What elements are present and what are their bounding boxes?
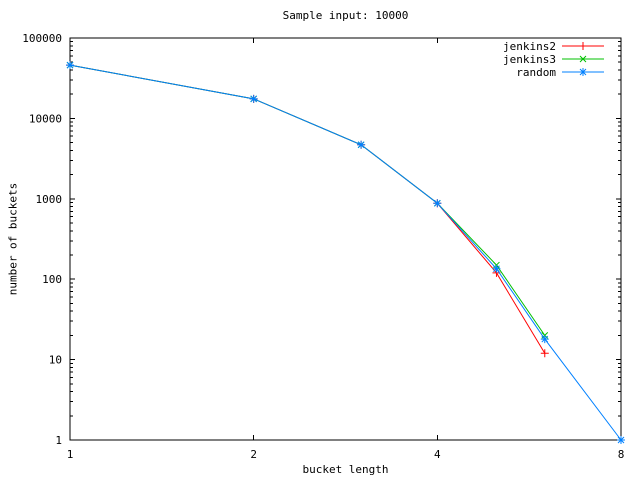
data-point-marker-random: [249, 94, 258, 103]
x-tick-label: 8: [618, 448, 625, 461]
y-tick-label: 100000: [22, 32, 62, 45]
x-tick-label: 4: [434, 448, 441, 461]
data-point-marker-jenkins2: [540, 349, 549, 358]
data-point-marker-random: [617, 436, 625, 444]
series-line-random: [69, 64, 622, 441]
legend-marker-jenkins2: [579, 42, 587, 50]
data-point-marker-random: [492, 264, 501, 273]
legend-marker-random: [579, 68, 587, 76]
legend-label-jenkins3: jenkins3: [503, 53, 556, 66]
chart-title: Sample input: 10000: [282, 9, 409, 22]
data-point-marker-random: [66, 61, 74, 70]
data-point-marker-random: [540, 335, 549, 344]
legend-label-jenkins2: jenkins2: [503, 40, 556, 53]
data-point-marker-random: [433, 199, 442, 208]
x-axis-label: bucket length: [302, 463, 389, 476]
legend-marker-jenkins3: [579, 55, 587, 63]
x-tick-label: 2: [250, 448, 257, 461]
y-tick-label: 100: [42, 273, 62, 286]
series-line-jenkins2: [69, 64, 546, 354]
legend-label-random: random: [516, 66, 556, 79]
x-tick-label: 1: [67, 448, 74, 461]
series-line-jenkins3: [69, 64, 546, 336]
y-tick-label: 10: [49, 354, 62, 367]
y-tick-label: 10000: [29, 112, 62, 125]
plot-border: [69, 37, 622, 441]
y-tick-label: 1: [55, 434, 62, 447]
data-point-marker-random: [357, 140, 366, 149]
y-tick-label: 1000: [36, 193, 63, 206]
